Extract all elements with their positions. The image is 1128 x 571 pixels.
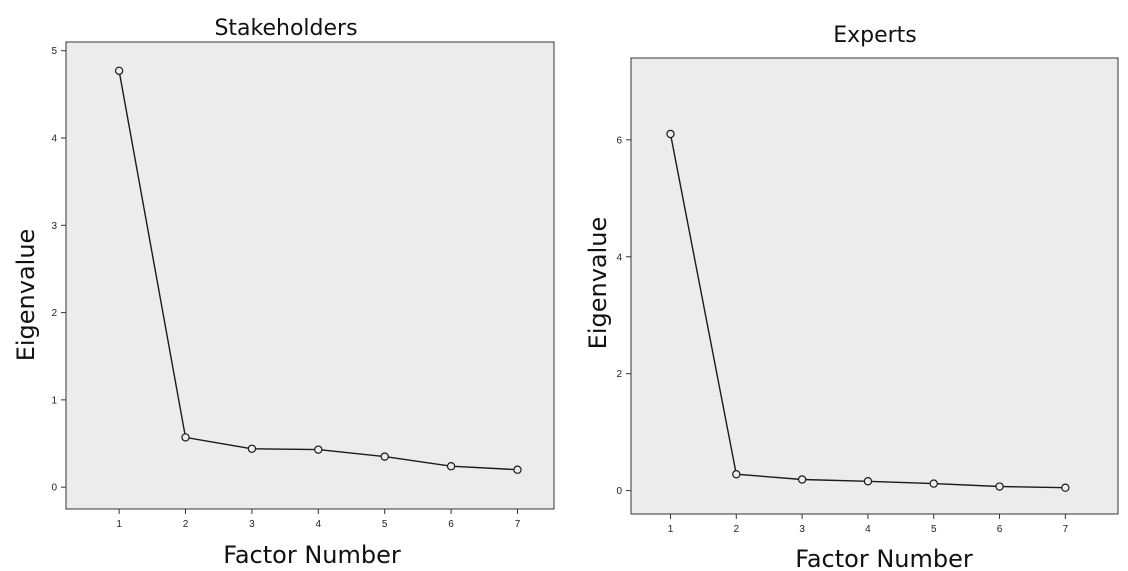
data-point-factor-3 [797,475,807,484]
y-tick-label: 0 [616,486,622,497]
data-point-factor-2 [732,470,741,479]
chart-2: Experts Factor Number Eigenvalue 1 2 3 4 5 6 7 0 2 4… [584,23,1119,571]
x-tick-label: 4 [316,519,322,530]
x-tick-label: 4 [865,524,871,535]
x-tick-label: 7 [515,519,521,530]
y-tick-label: 0 [51,483,57,494]
x-axis-label: Factor Number [795,545,973,571]
data-point-factor-1 [666,129,675,139]
y-tick-label: 2 [51,308,57,319]
x-tick-label: 3 [799,524,805,535]
y-tick-label: 4 [616,252,622,263]
chart-title: Experts [833,23,917,48]
data-point-factor-2 [181,433,190,442]
y-tick-label: 3 [51,221,57,232]
data-point-factor-4 [863,477,873,486]
data-point-factor-7 [1061,483,1070,492]
x-tick-label: 3 [249,519,255,530]
plot-area [630,57,1119,515]
x-tick-label: 7 [1063,524,1069,535]
x-tick-label: 1 [668,524,674,535]
y-axis-label: Eigenvalue [12,229,40,362]
chart-1: Stakeholders Factor Number Eigenvalue 1 2 3 4 5… [12,16,555,569]
x-tick-label: 5 [382,519,388,530]
y-tick-label: 5 [51,46,57,57]
y-tick-label: 6 [616,135,622,146]
data-point-factor-7 [513,465,522,474]
y-tick-label: 4 [51,134,57,145]
x-axis-label: Factor Number [223,541,401,569]
data-point-factor-1 [114,66,124,76]
chart-title: Stakeholders [214,16,357,41]
y-axis-label: Eigenvalue [584,217,612,350]
data-point-factor-3 [247,444,257,453]
x-tick-label: 6 [448,519,454,530]
x-tick-label: 2 [734,524,740,535]
data-point-factor-6 [995,482,1004,491]
data-point-factor-4 [314,445,323,454]
x-tick-label: 1 [116,519,122,530]
data-point-factor-6 [446,462,456,471]
data-point-factor-5 [380,452,389,461]
x-tick-label: 6 [997,524,1003,535]
x-tick-label: 2 [183,519,189,530]
plot-area [65,41,555,510]
x-tick-label: 5 [931,524,937,535]
y-tick-label: 1 [51,395,57,406]
y-tick-label: 2 [616,369,622,380]
data-point-factor-5 [929,479,938,488]
